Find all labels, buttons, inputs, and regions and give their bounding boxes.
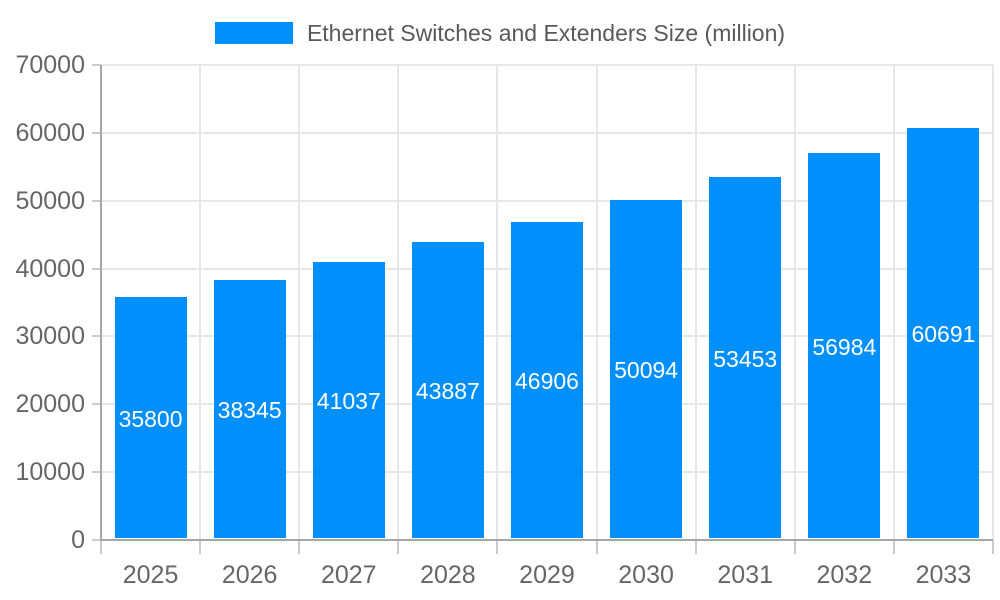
bar[interactable] bbox=[610, 200, 683, 538]
y-axis-tick bbox=[92, 64, 101, 66]
x-axis-tick bbox=[892, 540, 895, 554]
y-axis-tick bbox=[92, 471, 101, 474]
x-axis-line bbox=[100, 539, 993, 541]
x-gridline bbox=[298, 65, 301, 540]
bar[interactable] bbox=[907, 128, 980, 538]
y-axis-tick bbox=[92, 267, 101, 270]
bar-value-label: 53453 bbox=[713, 345, 778, 372]
bar-value-label: 35800 bbox=[118, 405, 183, 432]
bar[interactable] bbox=[114, 297, 187, 538]
y-axis-label: 10000 bbox=[15, 458, 85, 487]
legend[interactable]: Ethernet Switches and Extenders Size (mi… bbox=[0, 18, 1000, 48]
y-axis-label: 0 bbox=[71, 526, 85, 554]
x-axis-tick bbox=[397, 540, 400, 554]
bar-value-label: 56984 bbox=[812, 333, 877, 360]
y-axis-label: 40000 bbox=[15, 254, 85, 283]
bar-value-label: 38345 bbox=[217, 396, 282, 423]
y-axis-label: 20000 bbox=[15, 390, 85, 419]
bar[interactable] bbox=[808, 153, 881, 538]
y-axis-tick bbox=[92, 539, 101, 541]
y-axis-label: 50000 bbox=[15, 186, 85, 215]
x-axis-label: 2033 bbox=[915, 561, 972, 589]
x-axis-tick bbox=[793, 540, 796, 554]
y-axis-tick bbox=[92, 403, 101, 406]
x-gridline bbox=[793, 65, 796, 540]
x-axis-label: 2026 bbox=[221, 561, 278, 589]
x-axis-tick bbox=[298, 540, 301, 554]
x-axis-label: 2030 bbox=[618, 561, 674, 589]
x-axis-label: 2025 bbox=[122, 561, 179, 589]
y-gridline bbox=[101, 131, 993, 134]
y-axis-label: 70000 bbox=[15, 51, 85, 79]
x-axis-label: 2031 bbox=[717, 561, 774, 589]
bar[interactable] bbox=[709, 177, 782, 538]
x-axis-label: 2032 bbox=[816, 561, 873, 589]
y-axis-tick bbox=[92, 131, 101, 134]
bar[interactable] bbox=[312, 261, 385, 538]
bar[interactable] bbox=[511, 221, 583, 538]
x-axis-tick bbox=[199, 540, 202, 554]
x-axis-tick bbox=[992, 540, 994, 554]
y-axis-label: 30000 bbox=[15, 322, 85, 351]
x-gridline bbox=[992, 65, 994, 540]
bar-value-label: 46906 bbox=[515, 367, 579, 394]
x-gridline bbox=[199, 65, 202, 540]
bar[interactable] bbox=[411, 242, 484, 538]
legend-swatch-icon bbox=[214, 22, 293, 44]
y-gridline bbox=[101, 199, 993, 202]
bar-value-label: 60691 bbox=[911, 321, 976, 348]
x-axis-label: 2029 bbox=[519, 561, 575, 589]
x-axis-tick bbox=[694, 540, 697, 554]
x-axis-tick bbox=[496, 540, 499, 554]
bar-value-label: 43887 bbox=[415, 378, 480, 405]
bar-value-label: 50094 bbox=[614, 357, 679, 384]
x-axis-tick bbox=[100, 540, 102, 554]
y-axis-tick bbox=[92, 335, 101, 338]
x-axis-tick bbox=[595, 540, 598, 554]
x-axis-label: 2027 bbox=[320, 561, 377, 589]
x-gridline bbox=[694, 65, 697, 540]
bar-value-label: 41037 bbox=[316, 387, 381, 414]
y-axis-label: 60000 bbox=[15, 118, 85, 147]
x-gridline bbox=[892, 65, 895, 540]
legend-label: Ethernet Switches and Extenders Size (mi… bbox=[306, 19, 786, 46]
bar[interactable] bbox=[213, 279, 286, 538]
y-axis-tick bbox=[92, 199, 101, 202]
x-axis-label: 2028 bbox=[420, 561, 476, 589]
x-gridline bbox=[496, 65, 499, 540]
x-gridline bbox=[397, 65, 400, 540]
y-gridline bbox=[101, 64, 993, 66]
y-axis-line bbox=[100, 65, 102, 540]
x-gridline bbox=[595, 65, 598, 540]
